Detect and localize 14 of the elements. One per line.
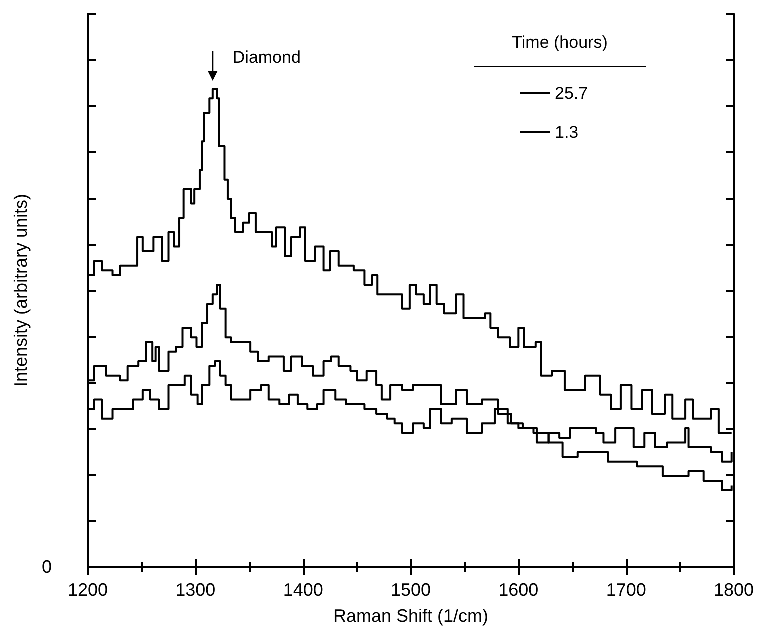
legend-label: 25.7 (555, 84, 588, 103)
x-tick-label: 1200 (68, 580, 108, 600)
x-tick-label: 1500 (390, 580, 432, 600)
text: 0 (42, 557, 52, 577)
x-tick-label: 1400 (283, 580, 324, 600)
x-axis-title: Raman Shift (1/cm) (333, 606, 489, 626)
x-tick-label: 1300 (176, 580, 216, 600)
x-tick-label: 1800 (714, 580, 754, 600)
x-tick-label: 1700 (606, 580, 646, 600)
legend-label: 1.3 (555, 123, 579, 142)
text: Diamond (232, 48, 301, 68)
y-axis-title: Intensity (arbitrary units) (11, 194, 31, 388)
legend-title: Time (hours) (512, 33, 608, 52)
x-tick-label: 1600 (498, 580, 539, 600)
